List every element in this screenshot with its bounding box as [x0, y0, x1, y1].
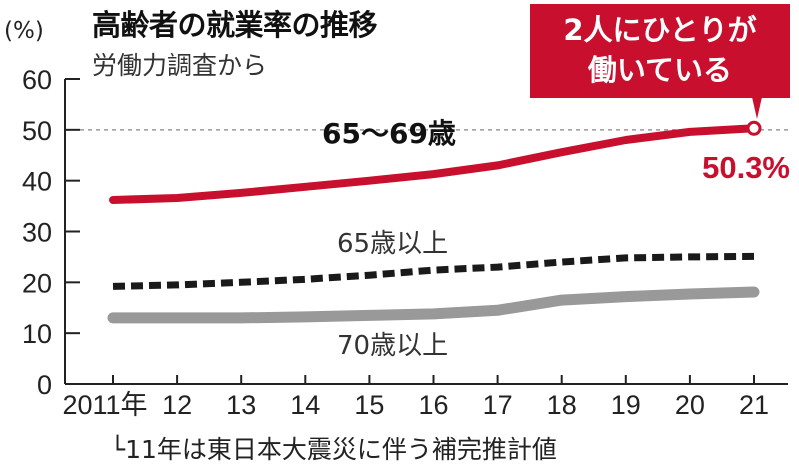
footnote: └11年は東日本大震災に伴う補完推計値 [110, 430, 557, 466]
series-65-69 [109, 124, 758, 204]
value-label-50-3: 50.3% [702, 150, 790, 185]
y-axis-unit: (%) [4, 18, 44, 44]
x-tick-label: 17 [483, 390, 513, 420]
series-70-plus [107, 286, 760, 324]
x-tick-label: 16 [418, 390, 448, 420]
x-tick-label: 18 [547, 390, 577, 420]
chart-title: 高齢者の就業率の推移 [92, 8, 378, 42]
y-tick-label: 30 [22, 218, 52, 248]
series-group [107, 120, 762, 324]
y-tick-label: 50 [22, 116, 52, 146]
x-tick-label: 12 [162, 390, 192, 420]
footnote-bracket-icon: └ [110, 435, 126, 464]
label-65-69: 65〜69歳 [322, 117, 456, 150]
callout-pointer [752, 97, 762, 119]
x-tick-label: 21 [739, 390, 769, 420]
x-tick-label: 2011年 [62, 390, 147, 420]
series-labels: 65〜69歳 65歳以上 70歳以上 50.3% [322, 117, 790, 361]
label-70-plus: 70歳以上 [337, 331, 448, 361]
endpoint-marker [746, 120, 762, 136]
x-tick-label: 19 [611, 390, 641, 420]
x-tick-label: 15 [354, 390, 384, 420]
axes: 0 10 20 30 40 50 60 2011年 12 13 14 15 16 17 18 19 20 21 [22, 65, 788, 420]
footnote-text: 11年は東日本大震災に伴う補完推計値 [125, 435, 557, 464]
y-tick-label: 0 [37, 370, 52, 400]
y-tick-label: 60 [22, 65, 52, 95]
y-tick-label: 40 [22, 167, 52, 197]
x-tick-label: 14 [290, 390, 320, 420]
callout-line-2: 働いている [587, 53, 733, 87]
chart-subtitle: 労働力調査から [92, 51, 268, 80]
x-tick-label: 20 [675, 390, 705, 420]
callout-line-1: 2人にひとりが [563, 13, 757, 47]
y-tick-label: 10 [22, 319, 52, 349]
label-65-plus: 65歳以上 [337, 229, 448, 259]
x-tick-label: 13 [226, 390, 256, 420]
y-tick-label: 20 [22, 268, 52, 298]
series-65-plus [112, 252, 755, 290]
callout-box: 2人にひとりが 働いている [530, 4, 790, 98]
